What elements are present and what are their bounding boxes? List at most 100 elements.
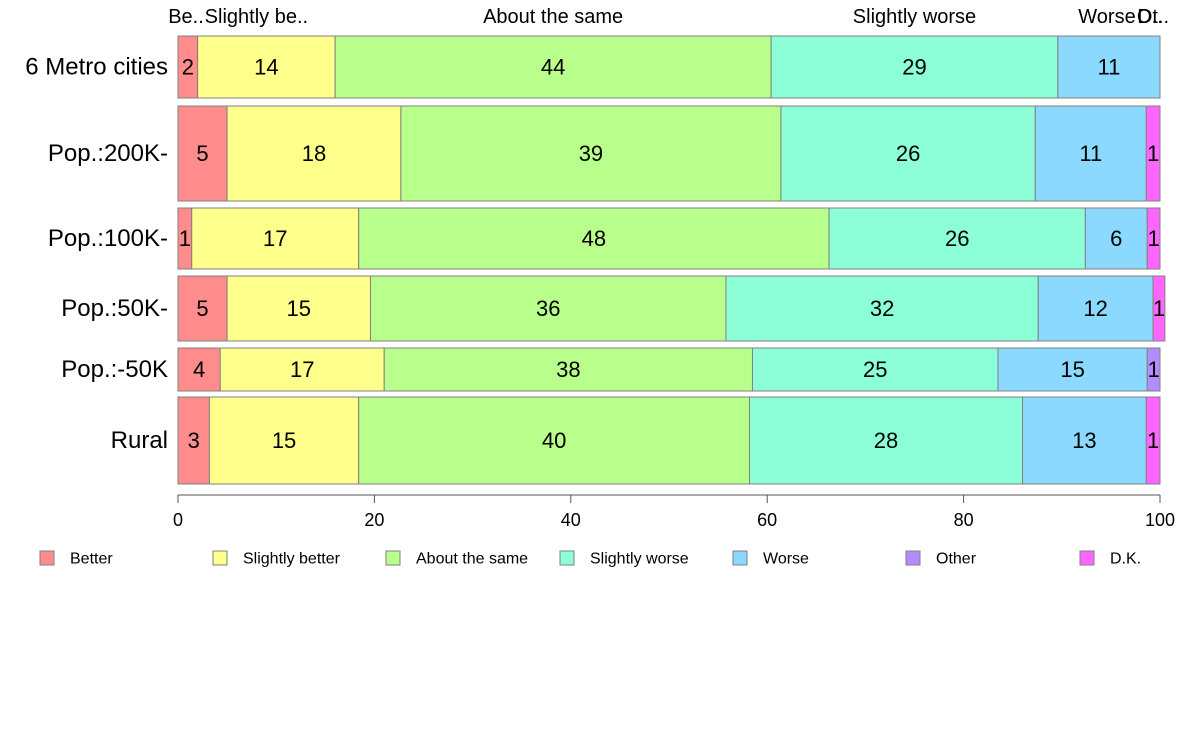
bar-segment	[1057, 35, 1161, 99]
data-label: 11	[1079, 141, 1102, 166]
legend-label: Other	[936, 551, 977, 568]
bar-segment	[177, 105, 228, 202]
x-tick-label: 80	[954, 510, 974, 530]
bar-segment	[1037, 275, 1154, 342]
bar-segment	[226, 275, 371, 342]
data-label: 40	[542, 428, 566, 453]
category-label: Pop.:50K-	[61, 295, 168, 322]
data-label: 32	[870, 296, 894, 321]
top-column-labels: Be.. Slightly be.. About the same Slightly …	[168, 6, 1169, 28]
legend-label: Slightly worse	[590, 551, 689, 568]
bar-segment	[197, 35, 336, 99]
column-header-label: About the same	[483, 6, 623, 28]
category-label: Pop.:-50K	[61, 356, 168, 383]
category-label: Rural	[111, 427, 168, 454]
category-label: Pop.:200K-	[48, 140, 168, 167]
bar-segment	[400, 105, 782, 202]
category-label: Pop.:100K-	[48, 225, 168, 252]
data-label: 15	[272, 428, 296, 453]
data-label: 17	[290, 357, 314, 382]
bar-segment	[1022, 396, 1147, 485]
bar-segment	[1146, 347, 1161, 392]
bars: 2 14 44 29 115 18 39 26 11 11 17 48 26 6 15 15 36 32 12 14 1…	[177, 35, 1166, 485]
data-label: 28	[874, 428, 898, 453]
data-label: 2	[182, 55, 194, 80]
bar-segment	[828, 207, 1086, 270]
bar-segment	[770, 35, 1059, 99]
legend-swatch	[559, 550, 575, 566]
bar-segment	[177, 396, 210, 485]
bar-segment	[1152, 275, 1166, 342]
data-label: 26	[896, 141, 920, 166]
bar-segment	[1146, 207, 1161, 270]
bar-segment	[208, 396, 360, 485]
data-label: 38	[556, 357, 580, 382]
data-label: 5	[196, 296, 208, 321]
data-label: 15	[287, 296, 311, 321]
legend-label: About the same	[416, 551, 528, 568]
legend-label: Worse	[763, 551, 809, 568]
data-label: 15	[1060, 357, 1084, 382]
data-label: 13	[1072, 428, 1096, 453]
legend-swatch	[212, 550, 228, 566]
legend: Better Slightly better About the same Sligh…	[39, 550, 1141, 568]
bar-segment	[191, 207, 360, 270]
column-header-label: Slightly be..	[205, 6, 308, 28]
data-label: 3	[188, 428, 200, 453]
data-label: 29	[902, 55, 926, 80]
bar-segment	[1034, 105, 1147, 202]
bar-segment	[226, 105, 402, 202]
legend-label: Better	[70, 551, 113, 568]
legend-swatch	[385, 550, 401, 566]
legend-label: Slightly better	[243, 551, 341, 568]
bar-segment	[725, 275, 1039, 342]
data-label: 5	[196, 141, 208, 166]
data-label: 6	[1110, 226, 1122, 251]
category-label: 6 Metro cities	[25, 54, 168, 81]
bar-segment	[383, 347, 753, 392]
data-label: 44	[541, 55, 565, 80]
bar-segment	[177, 275, 228, 342]
legend-swatch	[1079, 550, 1095, 566]
data-label: 1	[1147, 226, 1159, 251]
bar-segment	[780, 105, 1036, 202]
x-tick-label: 20	[364, 510, 384, 530]
data-label: 36	[536, 296, 560, 321]
x-tick-label: 100	[1145, 510, 1175, 530]
bar-segment	[997, 347, 1148, 392]
data-label: 4	[193, 357, 205, 382]
category-labels: 6 Metro cities Pop.:200K- Pop.:100K- Pop.:5…	[25, 54, 168, 455]
column-header-label: Slightly worse	[853, 6, 976, 28]
bar-segment	[1145, 105, 1161, 202]
bar-segment	[358, 396, 751, 485]
data-label: 39	[579, 141, 603, 166]
data-label: 1	[179, 226, 191, 251]
column-header-label: Worse	[1078, 6, 1135, 28]
data-label: 1	[1153, 296, 1165, 321]
data-label: 48	[582, 226, 606, 251]
data-label: 12	[1083, 296, 1107, 321]
data-label: 14	[254, 55, 278, 80]
bar-segment	[751, 347, 999, 392]
legend-swatch	[732, 550, 748, 566]
bar-segment	[749, 396, 1024, 485]
x-tick-label: 40	[561, 510, 581, 530]
bar-segment	[219, 347, 385, 392]
data-label: 25	[863, 357, 887, 382]
legend-label: D.K.	[1110, 551, 1141, 568]
column-header-label: Ot..	[1137, 6, 1169, 28]
data-label: 11	[1098, 55, 1121, 80]
data-label: 18	[302, 141, 326, 166]
legend-swatch	[905, 550, 921, 566]
data-label: 1	[1147, 141, 1159, 166]
column-header-label: Be..	[168, 6, 204, 28]
bar-segment	[358, 207, 830, 270]
data-label: 1	[1147, 428, 1159, 453]
legend-swatch	[39, 550, 55, 566]
data-label: 17	[263, 226, 287, 251]
x-tick-label: 60	[757, 510, 777, 530]
data-label: 1	[1147, 357, 1159, 382]
x-tick-label: 0	[173, 510, 183, 530]
